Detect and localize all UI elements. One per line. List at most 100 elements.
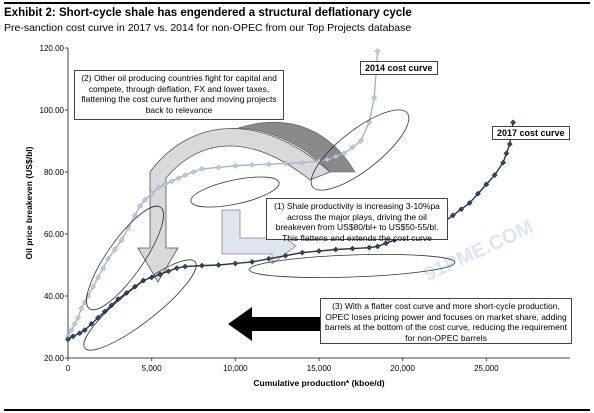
- series-2017-point: [157, 271, 163, 278]
- series-2014-point: [349, 144, 356, 151]
- series-2014-point: [105, 255, 112, 262]
- ellipse-2014-high: [310, 109, 410, 191]
- series-2017-point: [299, 249, 306, 256]
- x-tick-label: 5,000: [142, 364, 163, 373]
- series-2014-point: [118, 237, 125, 244]
- series-2014-point: [282, 160, 289, 167]
- ellipse-2017-low: [83, 259, 197, 351]
- series-2014-point: [374, 48, 381, 55]
- series-2014-line: [67, 51, 379, 337]
- series-2014-point: [175, 175, 182, 182]
- series-2017-point: [491, 172, 498, 179]
- series-2017-point: [510, 119, 517, 126]
- y-tick-label: 60.00: [44, 230, 65, 239]
- y-tick-label: 20.00: [44, 354, 65, 363]
- series-2017-point: [70, 333, 76, 340]
- annotation-2: (2) Other oil producing countries fight …: [74, 70, 284, 120]
- series-2017-point: [449, 212, 456, 219]
- y-tick-label: 100.00: [40, 106, 65, 115]
- series-2017-point: [475, 190, 481, 197]
- series-2014-point: [371, 94, 378, 101]
- series-2017-point: [232, 260, 239, 267]
- series-2014-point: [357, 138, 364, 144]
- series-2014-point: [111, 246, 118, 253]
- series-2014-point: [168, 178, 175, 185]
- series-2017-point: [316, 248, 322, 255]
- x-tick-label: 10,000: [223, 364, 248, 373]
- series-2014-point: [136, 203, 143, 210]
- series-2017-point: [374, 243, 381, 250]
- series-2014-point: [95, 274, 102, 281]
- series-2014-point: [366, 119, 373, 126]
- series-2014-point: [155, 184, 162, 191]
- series-2014-point: [249, 161, 256, 168]
- ellipse-2014-mid: [190, 176, 280, 208]
- series-2017-point: [506, 141, 513, 148]
- series-2017-point: [382, 240, 389, 247]
- series-2014-point: [265, 161, 272, 168]
- series-2017-point: [108, 302, 115, 309]
- series-2014-point: [131, 212, 138, 219]
- series-2014-point: [215, 164, 222, 171]
- series-2017-point: [458, 206, 465, 213]
- y-axis-label: Oil price breakeven (US$/bl): [24, 146, 34, 259]
- series-2017-point: [349, 245, 356, 252]
- series-2014-point: [182, 172, 189, 179]
- series-2017-point: [88, 320, 95, 327]
- series-2017-point: [173, 265, 180, 272]
- series-2014-point: [198, 165, 205, 172]
- series-2017-point: [165, 268, 172, 275]
- annotation-1: (1) Shale productivity is increasing 3-1…: [266, 198, 448, 243]
- y-tick-label: 80.00: [44, 168, 65, 177]
- series-2014-point: [332, 153, 339, 160]
- series-2014-point: [162, 181, 169, 188]
- series-2014-point: [78, 305, 85, 312]
- series-2017-point: [182, 263, 189, 270]
- series-2017-point: [198, 262, 205, 269]
- series-2017-point: [483, 181, 490, 188]
- top-rule: [4, 2, 590, 4]
- series-2014-point: [190, 169, 197, 175]
- series-2017-point: [123, 289, 130, 296]
- label-2014-cost-curve: 2014 cost curve: [360, 61, 438, 75]
- series-2017-point: [65, 336, 71, 343]
- series-2014-point: [90, 283, 97, 290]
- bottom-rule: [4, 409, 590, 411]
- exhibit-title: Exhibit 2: Short-cycle shale has engende…: [4, 7, 412, 19]
- series-2017-point: [81, 327, 88, 334]
- series-2017-point: [101, 308, 108, 315]
- series-2017-point: [215, 262, 222, 268]
- series-2017-point: [282, 252, 289, 259]
- series-2017-point: [140, 277, 147, 284]
- series-2014-point: [75, 314, 81, 321]
- series-2017-point: [466, 200, 473, 206]
- x-axis-label: Cumulative production* (kboe/d): [253, 378, 384, 388]
- label-2017-cost-curve: 2017 cost curve: [492, 126, 570, 140]
- series-2017-point: [249, 258, 256, 265]
- exhibit-subtitle: Pre-sanction cost curve in 2017 vs. 2014…: [4, 22, 412, 34]
- series-2017-point: [500, 159, 507, 166]
- x-tick-label: 15,000: [307, 364, 332, 373]
- series-2017-point: [332, 246, 339, 253]
- series-2014-point: [299, 159, 306, 166]
- series-2017-point: [115, 296, 122, 303]
- y-tick-label: 40.00: [44, 292, 65, 301]
- ellipse-2014-low: [86, 205, 164, 311]
- series-2017-point: [366, 244, 373, 251]
- x-tick-label: 0: [66, 364, 71, 373]
- ellipse-2017-mid: [248, 254, 456, 278]
- x-tick-label: 20,000: [390, 364, 415, 373]
- arrow-left: [228, 307, 320, 341]
- series-2014-point: [100, 265, 107, 272]
- series-2014-point: [68, 327, 75, 334]
- series-2017-point: [265, 255, 272, 262]
- annotation-3: (3) With a flatter cost curve and more s…: [320, 298, 572, 344]
- x-tick-label: 25,000: [474, 364, 499, 373]
- y-tick-label: 120.00: [40, 44, 65, 53]
- series-2014-point: [142, 196, 148, 203]
- series-2017-point: [148, 274, 155, 281]
- series-2014-point: [71, 320, 78, 327]
- series-2017-point: [76, 330, 83, 337]
- series-2017-point: [503, 150, 510, 157]
